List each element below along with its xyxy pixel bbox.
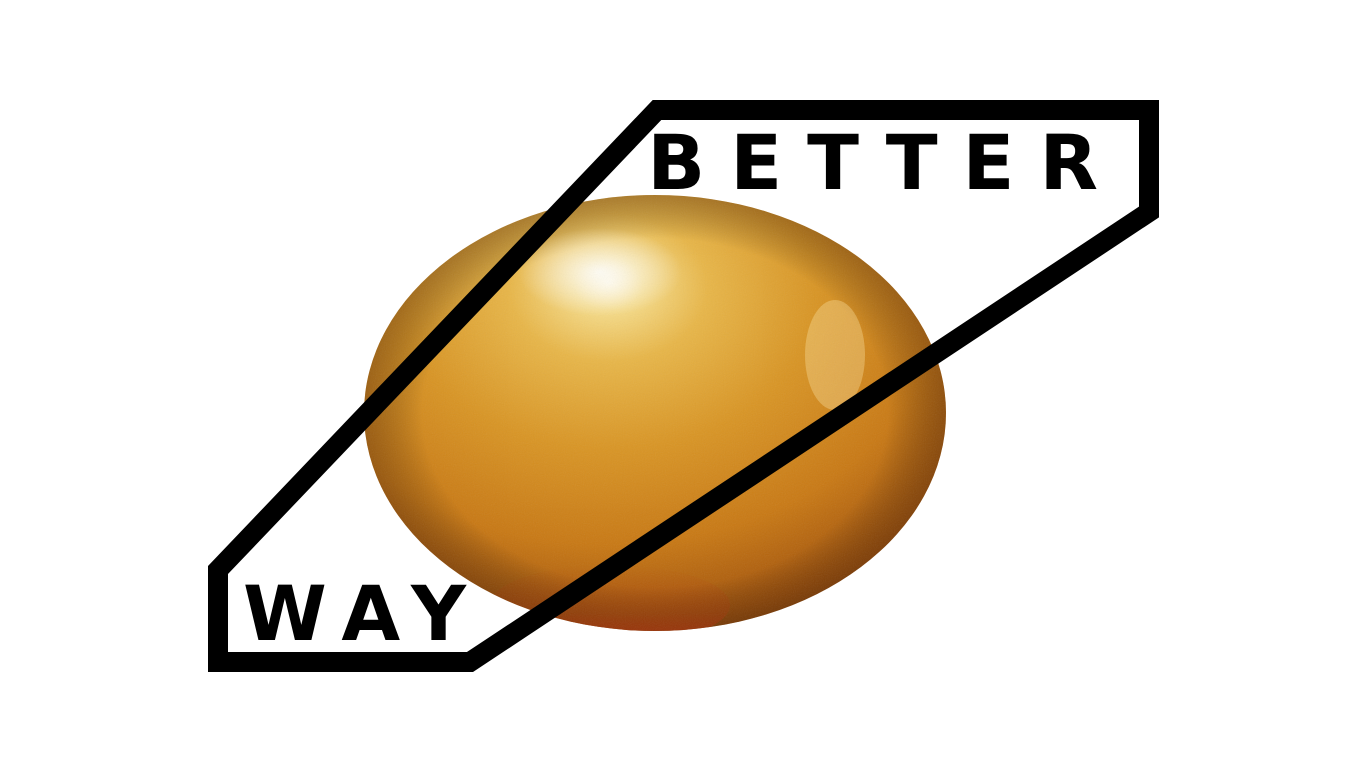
logo-word-top: BETTER <box>647 118 1123 207</box>
parallelogram-frame-icon <box>208 100 1159 672</box>
golden-egg-icon <box>364 195 946 631</box>
logo-word-bottom: WAY <box>243 569 484 658</box>
